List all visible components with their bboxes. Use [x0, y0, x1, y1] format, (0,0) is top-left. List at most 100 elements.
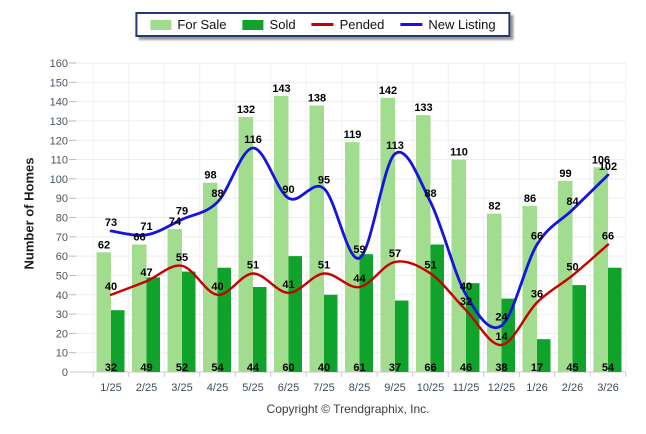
y-tick-label: 140 — [50, 97, 68, 109]
y-tick-label: 20 — [56, 328, 68, 340]
label-new-listing: 73 — [105, 217, 117, 229]
y-tick-label: 80 — [56, 213, 68, 225]
label-sold: 49 — [140, 362, 152, 374]
legend-item-pended: Pended — [311, 18, 384, 31]
legend-label: Sold — [269, 17, 296, 32]
label-sold: 44 — [247, 362, 260, 374]
bar-sold-8/25 — [359, 254, 373, 372]
x-tick-label: 2/25 — [136, 382, 157, 394]
bar-sold-5/25 — [253, 287, 267, 372]
y-tick-label: 10 — [56, 348, 68, 360]
label-new-listing: 84 — [566, 196, 579, 208]
label-for-sale: 142 — [379, 85, 397, 97]
x-tick-label: 3/26 — [597, 382, 618, 394]
y-tick-label: 40 — [56, 290, 68, 302]
copyright-text: Copyright © Trendgraphix, Inc. — [266, 402, 430, 416]
bar-sold-12/25 — [501, 298, 515, 372]
bar-sold-6/25 — [288, 256, 302, 372]
y-tick-label: 70 — [56, 232, 68, 244]
bar-for-sale-2/26 — [558, 180, 573, 372]
bar-sold-1/25 — [111, 310, 125, 372]
y-tick-label: 120 — [50, 135, 68, 147]
for-sale-legend-swatch-icon — [150, 19, 172, 30]
label-new-listing: 95 — [318, 175, 330, 187]
label-for-sale: 62 — [98, 239, 110, 251]
bar-for-sale-7/25 — [309, 105, 324, 373]
bar-sold-2/25 — [146, 277, 160, 372]
label-sold: 45 — [566, 362, 578, 374]
bar-for-sale-6/25 — [274, 95, 289, 373]
label-for-sale: 98 — [204, 170, 216, 182]
y-tick-label: 60 — [56, 251, 68, 263]
pended-legend-swatch-icon — [311, 23, 334, 26]
label-new-listing: 116 — [244, 134, 262, 146]
label-new-listing: 59 — [353, 244, 365, 256]
label-pended: 47 — [140, 267, 152, 279]
x-tick-label: 6/25 — [278, 382, 299, 394]
legend-label: New Listing — [428, 17, 496, 32]
bar-for-sale-10/25 — [416, 115, 431, 373]
x-tick-label: 1/26 — [526, 382, 547, 394]
label-for-sale: 143 — [272, 83, 290, 95]
label-for-sale: 74 — [169, 216, 182, 228]
x-tick-label: 4/25 — [207, 382, 228, 394]
bar-for-sale-3/25 — [167, 229, 182, 372]
x-tick-label: 7/25 — [313, 382, 334, 394]
label-pended: 32 — [460, 296, 472, 308]
label-sold: 66 — [424, 362, 436, 374]
label-for-sale: 132 — [237, 104, 255, 116]
label-pended: 55 — [176, 252, 188, 264]
x-tick-label: 2/26 — [562, 382, 583, 394]
label-sold: 32 — [105, 362, 117, 374]
x-tick-label: 3/25 — [171, 382, 192, 394]
label-sold: 60 — [282, 362, 294, 374]
y-tick-label: 50 — [56, 270, 68, 282]
label-for-sale: 82 — [488, 201, 500, 213]
x-tick-label: 10/25 — [417, 382, 445, 394]
legend-item-sold: Sold — [242, 17, 296, 32]
sold-legend-swatch-icon — [242, 19, 264, 30]
label-new-listing: 79 — [176, 205, 188, 217]
bar-for-sale-12/25 — [487, 213, 502, 372]
line-pended — [109, 243, 610, 347]
label-pended: 66 — [602, 231, 614, 243]
label-pended: 57 — [389, 248, 401, 260]
label-for-sale: 66 — [133, 232, 145, 244]
legend-label: For Sale — [177, 17, 227, 32]
x-tick-label: 8/25 — [349, 382, 370, 394]
bar-for-sale-8/25 — [345, 142, 360, 372]
y-tick-label: 90 — [56, 193, 68, 205]
label-for-sale: 138 — [308, 92, 326, 104]
label-pended: 51 — [318, 260, 330, 272]
bar-sold-9/25 — [395, 300, 409, 372]
label-pended: 14 — [495, 331, 508, 343]
legend: For Sale Sold Pended New Listing — [135, 12, 511, 37]
bar-for-sale-2/25 — [132, 244, 147, 372]
label-for-sale: 110 — [450, 147, 468, 159]
bar-sold-3/25 — [182, 271, 196, 372]
label-for-sale: 106 — [592, 154, 610, 166]
y-tick-label: 130 — [50, 116, 68, 128]
y-tick-label: 150 — [50, 77, 68, 89]
label-new-listing: 102 — [599, 161, 617, 173]
x-tick-label: 5/25 — [242, 382, 263, 394]
bar-for-sale-5/25 — [238, 117, 253, 372]
bar-sold-2/26 — [572, 285, 586, 372]
label-sold: 61 — [353, 362, 365, 374]
label-new-listing: 88 — [424, 188, 436, 200]
legend-item-for-sale: For Sale — [150, 17, 227, 32]
label-new-listing: 66 — [531, 231, 543, 243]
label-new-listing: 113 — [386, 140, 404, 152]
label-new-listing: 71 — [140, 221, 152, 233]
x-tick-label: 1/25 — [100, 382, 121, 394]
y-axis-title: Number of Homes — [21, 157, 37, 270]
bar-for-sale-11/25 — [451, 159, 466, 372]
x-tick-label: 9/25 — [384, 382, 405, 394]
label-pended: 41 — [282, 279, 294, 291]
x-tick-label: 11/25 — [453, 382, 480, 394]
label-new-listing: 88 — [211, 188, 223, 200]
y-tick-label: 160 — [50, 58, 68, 70]
bar-for-sale-1/26 — [522, 205, 537, 372]
label-sold: 54 — [602, 362, 615, 374]
